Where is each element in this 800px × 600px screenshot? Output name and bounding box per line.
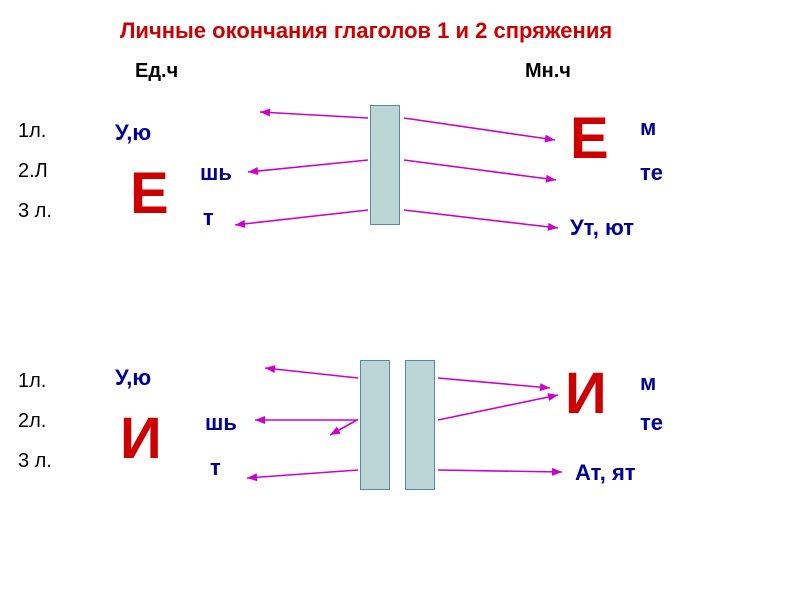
top-right-r3: Ут, ют bbox=[570, 215, 634, 241]
top-right-r2: те bbox=[640, 160, 663, 186]
top-left-l2: шь bbox=[200, 160, 232, 186]
arrows-layer bbox=[0, 0, 800, 600]
top-left-l1: У,ю bbox=[115, 120, 151, 146]
bot-right-r1: м bbox=[640, 370, 656, 396]
bot-rect-2 bbox=[405, 360, 435, 490]
bot-right-r2: те bbox=[640, 410, 663, 436]
bot-right-r3: Ат, ят bbox=[575, 460, 636, 486]
bot-person-3: 3 л. bbox=[18, 450, 52, 473]
bot-person-2: 2л. bbox=[18, 410, 46, 433]
bot-left-l3: т bbox=[210, 455, 221, 481]
bot-right-big-i: И bbox=[565, 360, 607, 427]
top-person-1: 1л. bbox=[18, 120, 46, 143]
top-person-3: 3 л. bbox=[18, 200, 52, 223]
top-rect bbox=[370, 105, 400, 225]
header-ed: Ед.ч bbox=[135, 60, 178, 83]
bot-left-big-i: И bbox=[120, 405, 162, 472]
title: Личные окончания глаголов 1 и 2 спряжени… bbox=[120, 18, 612, 44]
top-person-2: 2.Л bbox=[18, 160, 48, 183]
bot-left-l2: шь bbox=[205, 410, 237, 436]
top-left-l3: т bbox=[203, 205, 214, 231]
diagram-canvas: Личные окончания глаголов 1 и 2 спряжени… bbox=[0, 0, 800, 600]
top-right-big-e: Е bbox=[570, 105, 609, 172]
bot-person-1: 1л. bbox=[18, 370, 46, 393]
bot-left-l1: У,ю bbox=[115, 365, 151, 391]
top-left-big-e: Е bbox=[130, 160, 169, 227]
header-mn: Мн.ч bbox=[525, 60, 571, 83]
bot-rect-1 bbox=[360, 360, 390, 490]
top-right-r1: м bbox=[640, 115, 656, 141]
